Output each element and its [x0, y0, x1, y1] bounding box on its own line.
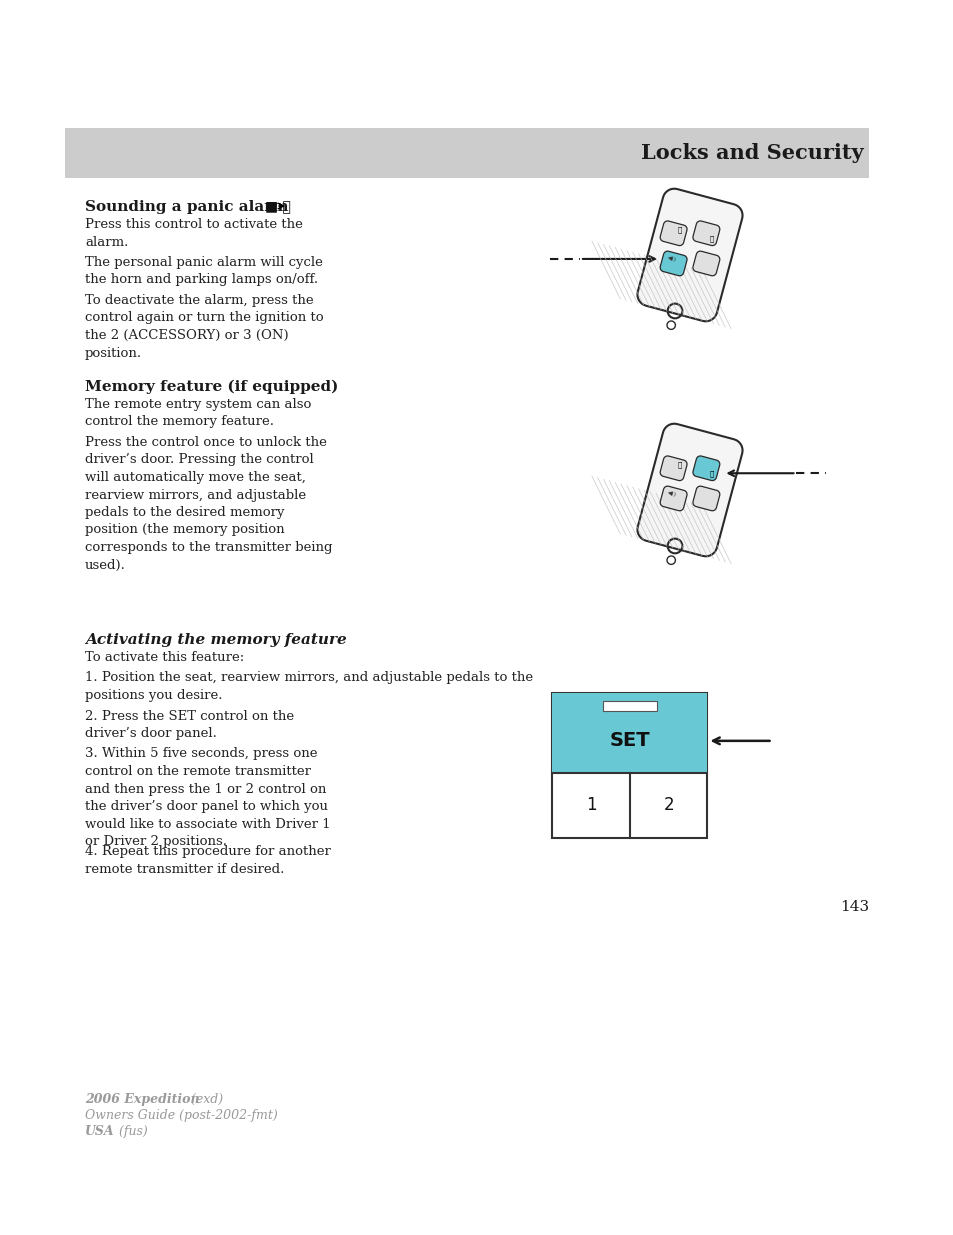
Text: Sounding a panic alarm: Sounding a panic alarm — [85, 200, 288, 214]
Text: ■ ⧗: ■ ⧗ — [265, 200, 291, 214]
Polygon shape — [637, 424, 741, 556]
Text: Press the control once to unlock the
driver’s door. Pressing the control
will au: Press the control once to unlock the dri… — [85, 436, 333, 572]
Bar — [552, 693, 707, 839]
Text: The personal panic alarm will cycle
the horn and parking lamps on/off.: The personal panic alarm will cycle the … — [85, 256, 322, 287]
Text: To activate this feature:: To activate this feature: — [85, 651, 244, 664]
Text: Locks and Security: Locks and Security — [640, 143, 863, 163]
Text: 2. Press the SET control on the
driver’s door panel.: 2. Press the SET control on the driver’s… — [85, 709, 294, 740]
Text: 🔓: 🔓 — [708, 235, 713, 242]
Text: (fus): (fus) — [115, 1125, 148, 1137]
Polygon shape — [692, 487, 720, 511]
Text: ◀)): ◀)) — [666, 256, 677, 263]
Polygon shape — [659, 487, 686, 511]
Text: 4. Repeat this procedure for another
remote transmitter if desired.: 4. Repeat this procedure for another rem… — [85, 846, 331, 876]
Text: 3. Within 5 five seconds, press one
control on the remote transmitter
and then p: 3. Within 5 five seconds, press one cont… — [85, 747, 331, 848]
Polygon shape — [692, 456, 720, 480]
Text: 🔒: 🔒 — [677, 462, 681, 468]
Text: 2: 2 — [662, 797, 674, 814]
Polygon shape — [659, 251, 686, 275]
Text: 1. Position the seat, rearview mirrors, and adjustable pedals to the
positions y: 1. Position the seat, rearview mirrors, … — [85, 672, 533, 701]
Text: (exd): (exd) — [187, 1093, 223, 1107]
Text: ◀)): ◀)) — [666, 490, 677, 498]
Text: 🔒: 🔒 — [677, 226, 681, 233]
Text: Owners Guide (post-2002-fmt): Owners Guide (post-2002-fmt) — [85, 1109, 277, 1123]
Bar — [65, 128, 868, 178]
Polygon shape — [659, 221, 686, 246]
Text: Activating the memory feature: Activating the memory feature — [85, 634, 346, 647]
Text: Memory feature (if equipped): Memory feature (if equipped) — [85, 380, 338, 394]
Text: 143: 143 — [839, 900, 868, 914]
Polygon shape — [637, 189, 741, 321]
Text: The remote entry system can also
control the memory feature.: The remote entry system can also control… — [85, 398, 311, 429]
Polygon shape — [659, 456, 686, 480]
Text: 🔓: 🔓 — [708, 471, 713, 477]
Bar — [602, 701, 657, 711]
Text: 1: 1 — [585, 797, 596, 814]
Text: USA: USA — [85, 1125, 114, 1137]
Text: 2006 Expedition: 2006 Expedition — [85, 1093, 199, 1107]
Polygon shape — [692, 221, 720, 246]
Polygon shape — [692, 251, 720, 275]
Text: SET: SET — [609, 731, 650, 751]
Text: To deactivate the alarm, press the
control again or turn the ignition to
the 2 (: To deactivate the alarm, press the contr… — [85, 294, 323, 359]
Text: Press this control to activate the
alarm.: Press this control to activate the alarm… — [85, 219, 302, 248]
Bar — [552, 693, 707, 773]
